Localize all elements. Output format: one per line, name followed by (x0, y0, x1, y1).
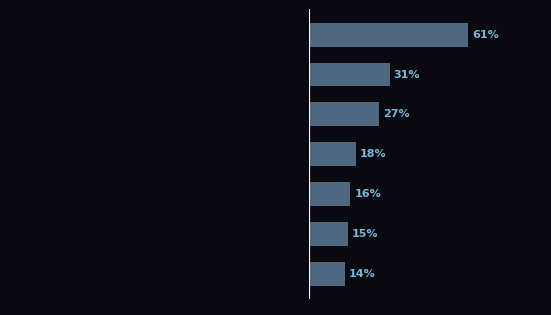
Text: 14%: 14% (349, 269, 376, 279)
Text: 27%: 27% (383, 109, 410, 119)
Bar (309, 262, 345, 286)
Text: 18%: 18% (360, 149, 386, 159)
Bar (309, 142, 356, 166)
Text: 15%: 15% (352, 229, 378, 239)
Bar (309, 102, 379, 126)
Bar (309, 23, 468, 47)
Text: 31%: 31% (393, 70, 420, 79)
Text: 61%: 61% (472, 30, 499, 40)
Bar (309, 222, 348, 246)
Bar (309, 63, 390, 87)
Text: 16%: 16% (354, 189, 381, 199)
Bar (309, 182, 350, 206)
